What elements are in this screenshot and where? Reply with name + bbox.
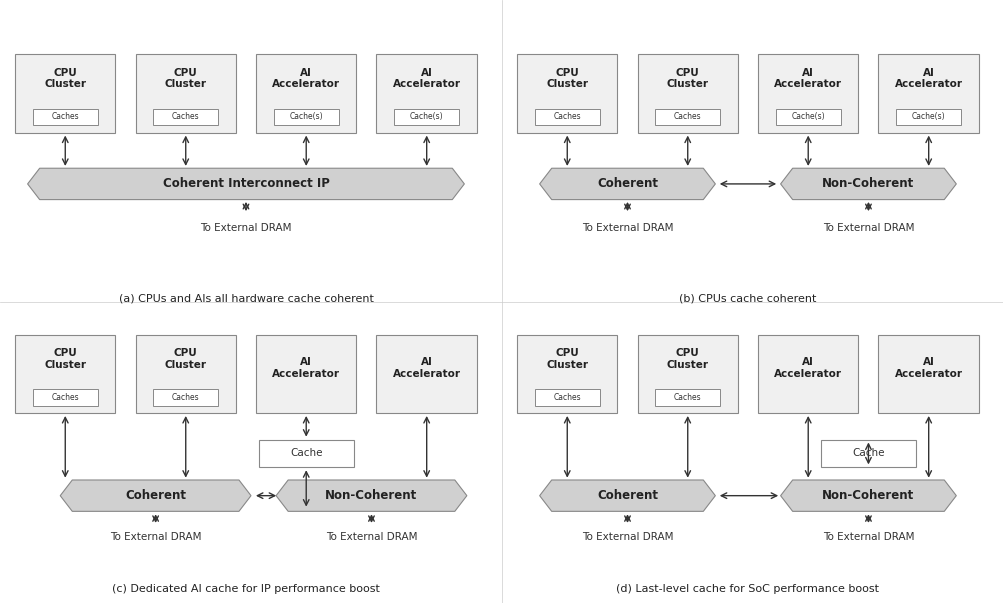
FancyBboxPatch shape [878, 54, 978, 133]
FancyBboxPatch shape [878, 335, 978, 413]
FancyBboxPatch shape [757, 54, 858, 133]
Text: AI
Accelerator: AI Accelerator [773, 357, 842, 379]
Text: AI
Accelerator: AI Accelerator [894, 357, 962, 379]
FancyBboxPatch shape [655, 389, 720, 406]
Text: Caches: Caches [51, 393, 79, 402]
Text: AI
Accelerator: AI Accelerator [392, 357, 460, 379]
FancyBboxPatch shape [135, 54, 236, 133]
Polygon shape [780, 168, 955, 200]
FancyBboxPatch shape [152, 109, 219, 125]
Text: Non-Coherent: Non-Coherent [325, 489, 417, 502]
FancyBboxPatch shape [517, 54, 617, 133]
Text: To External DRAM: To External DRAM [200, 223, 292, 233]
Text: (d) Last-level cache for SoC performance boost: (d) Last-level cache for SoC performance… [616, 584, 879, 594]
Text: Caches: Caches [553, 393, 581, 402]
Polygon shape [540, 480, 714, 511]
Text: Caches: Caches [51, 113, 79, 121]
FancyBboxPatch shape [376, 54, 476, 133]
Polygon shape [780, 480, 955, 511]
FancyBboxPatch shape [820, 440, 915, 467]
Text: CPU
Cluster: CPU Cluster [666, 348, 708, 370]
Text: CPU
Cluster: CPU Cluster [44, 348, 86, 370]
FancyBboxPatch shape [32, 109, 98, 125]
Text: To External DRAM: To External DRAM [581, 223, 673, 233]
FancyBboxPatch shape [15, 335, 115, 413]
Text: CPU
Cluster: CPU Cluster [44, 68, 86, 89]
Text: AI
Accelerator: AI Accelerator [272, 357, 340, 379]
FancyBboxPatch shape [775, 109, 841, 125]
Text: Non-Coherent: Non-Coherent [821, 177, 914, 191]
Text: CPU
Cluster: CPU Cluster [164, 68, 207, 89]
Polygon shape [540, 168, 714, 200]
Text: (a) CPUs and AIs all hardware cache coherent: (a) CPUs and AIs all hardware cache cohe… [118, 294, 373, 303]
FancyBboxPatch shape [534, 109, 599, 125]
FancyBboxPatch shape [376, 335, 476, 413]
Text: To External DRAM: To External DRAM [325, 532, 417, 542]
FancyBboxPatch shape [32, 389, 98, 406]
Polygon shape [276, 480, 466, 511]
Text: Non-Coherent: Non-Coherent [821, 489, 914, 502]
Text: CPU
Cluster: CPU Cluster [164, 348, 207, 370]
Text: AI
Accelerator: AI Accelerator [392, 68, 460, 89]
FancyBboxPatch shape [273, 109, 338, 125]
Text: Coherent: Coherent [597, 489, 657, 502]
Text: Caches: Caches [172, 393, 200, 402]
Text: Caches: Caches [172, 113, 200, 121]
Text: CPU
Cluster: CPU Cluster [546, 68, 588, 89]
FancyBboxPatch shape [152, 389, 219, 406]
FancyBboxPatch shape [393, 109, 458, 125]
Polygon shape [60, 480, 251, 511]
FancyBboxPatch shape [895, 109, 961, 125]
Text: CPU
Cluster: CPU Cluster [546, 348, 588, 370]
FancyBboxPatch shape [259, 440, 354, 467]
Text: To External DRAM: To External DRAM [821, 532, 914, 542]
Text: AI
Accelerator: AI Accelerator [272, 68, 340, 89]
Text: Coherent: Coherent [597, 177, 657, 191]
FancyBboxPatch shape [15, 54, 115, 133]
Text: To External DRAM: To External DRAM [109, 532, 202, 542]
Text: AI
Accelerator: AI Accelerator [894, 68, 962, 89]
Text: Cache: Cache [290, 449, 322, 458]
Text: Cache(s): Cache(s) [409, 113, 443, 121]
FancyBboxPatch shape [517, 335, 617, 413]
Text: To External DRAM: To External DRAM [581, 532, 673, 542]
Text: Coherent Interconnect IP: Coherent Interconnect IP [162, 177, 329, 191]
Text: Caches: Caches [673, 113, 701, 121]
FancyBboxPatch shape [534, 389, 599, 406]
Text: Cache(s): Cache(s) [289, 113, 323, 121]
FancyBboxPatch shape [256, 335, 356, 413]
Text: Coherent: Coherent [125, 489, 186, 502]
FancyBboxPatch shape [757, 335, 858, 413]
Text: (c) Dedicated AI cache for IP performance boost: (c) Dedicated AI cache for IP performanc… [112, 584, 379, 594]
FancyBboxPatch shape [637, 335, 737, 413]
FancyBboxPatch shape [135, 335, 236, 413]
FancyBboxPatch shape [637, 54, 737, 133]
Text: Cache(s): Cache(s) [911, 113, 945, 121]
FancyBboxPatch shape [655, 109, 720, 125]
Text: Cache: Cache [852, 449, 884, 458]
Text: To External DRAM: To External DRAM [821, 223, 914, 233]
FancyBboxPatch shape [256, 54, 356, 133]
Text: AI
Accelerator: AI Accelerator [773, 68, 842, 89]
Text: CPU
Cluster: CPU Cluster [666, 68, 708, 89]
Polygon shape [27, 168, 463, 200]
Text: Caches: Caches [673, 393, 701, 402]
Text: Cache(s): Cache(s) [790, 113, 824, 121]
Text: Caches: Caches [553, 113, 581, 121]
Text: (b) CPUs cache coherent: (b) CPUs cache coherent [679, 294, 815, 303]
